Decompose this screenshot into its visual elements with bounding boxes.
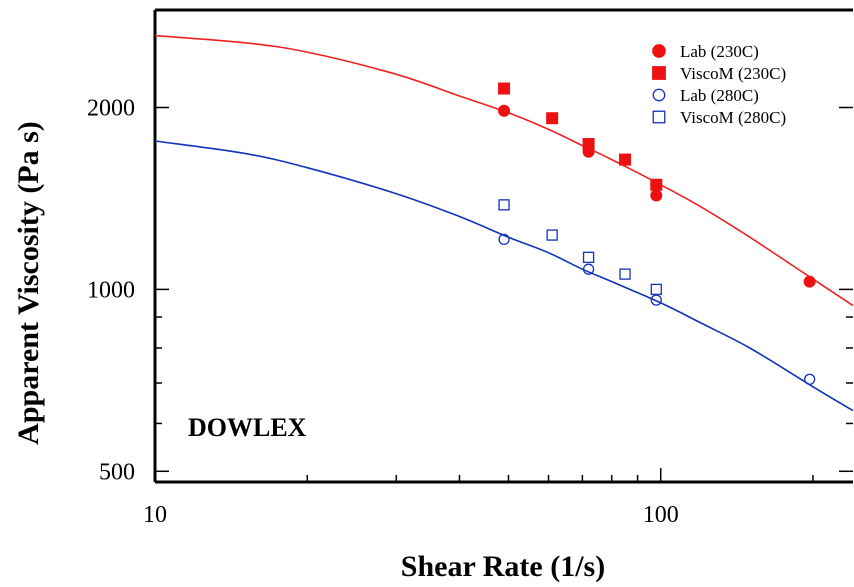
data-point <box>582 138 595 151</box>
data-point <box>546 112 559 125</box>
x-tick-label: 10 <box>143 502 167 528</box>
legend-marker <box>652 44 666 58</box>
data-point <box>650 294 662 306</box>
data-point <box>498 104 511 117</box>
annotation-label: DOWLEX <box>188 413 307 442</box>
data-point <box>619 153 632 166</box>
x-tick-label: 100 <box>643 502 679 528</box>
data-point <box>650 178 663 191</box>
legend-label: ViscoM (280C) <box>680 108 786 127</box>
data-point <box>498 82 511 95</box>
data-point <box>650 283 662 296</box>
data-point <box>498 199 510 211</box>
x-axis-title: Shear Rate (1/s) <box>401 550 605 583</box>
legend-label: Lab (280C) <box>680 86 759 105</box>
data-point <box>803 373 816 385</box>
legend-label: ViscoM (230C) <box>680 64 786 83</box>
fit-line-1 <box>155 34 854 307</box>
y-tick-label: 2000 <box>87 96 135 122</box>
data-point <box>582 251 595 263</box>
data-point <box>803 275 816 288</box>
legend: Lab (230C) ViscoM (230C) Lab (280C) ViscoM … <box>652 42 786 127</box>
legend-marker <box>652 110 666 124</box>
legend-marker <box>652 66 666 80</box>
y-tick-label: 500 <box>99 459 135 485</box>
legend-marker <box>652 88 666 102</box>
tick-labels: 10 100 500 1000 2000 <box>87 96 679 528</box>
data-point <box>546 229 558 241</box>
legend-label: Lab (230C) <box>680 42 759 61</box>
axis-ticks <box>154 106 853 482</box>
fit-lines <box>155 34 854 412</box>
fit-line-2 <box>155 140 854 412</box>
data-point <box>582 263 595 275</box>
data-point <box>619 268 631 280</box>
data-point <box>650 189 663 202</box>
data-point <box>498 233 510 246</box>
y-axis-title: Apparent Viscosity (Pa s) <box>12 121 45 445</box>
y-tick-label: 1000 <box>87 277 135 303</box>
plot-frame <box>153 8 853 484</box>
data-markers <box>498 82 816 385</box>
